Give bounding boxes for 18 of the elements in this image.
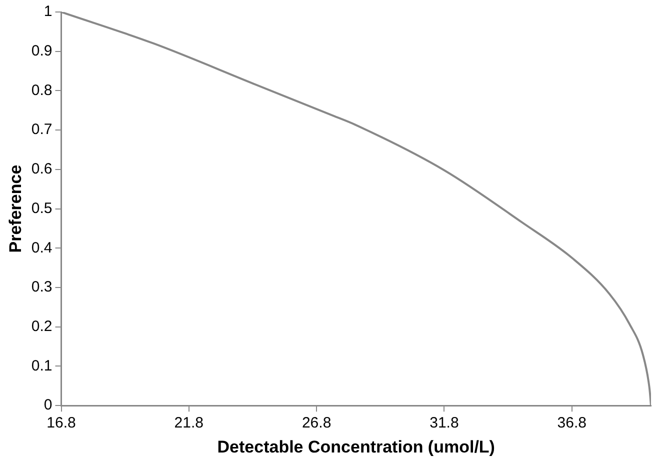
x-tick-label: 21.8 <box>174 414 204 432</box>
y-tick-label: 0.9 <box>31 42 52 60</box>
y-axis-title: Preference <box>6 164 25 253</box>
y-tick-label: 0.2 <box>31 318 52 336</box>
x-tick-label: 31.8 <box>430 414 459 432</box>
x-axis-title: Detectable Concentration (umol/L) <box>217 437 495 456</box>
y-tick-label: 0.6 <box>31 160 52 178</box>
y-tick-label: 0.7 <box>31 121 52 138</box>
y-tick-label: 0.1 <box>31 357 52 374</box>
x-tick-label: 36.8 <box>557 414 586 432</box>
y-tick-label: 0.4 <box>31 239 52 256</box>
y-tick-label: 1 <box>44 3 52 20</box>
y-tick-label: 0.5 <box>31 200 52 217</box>
y-tick-label: 0 <box>44 396 52 414</box>
x-tick-label: 26.8 <box>302 414 332 432</box>
x-tick-label: 16.8 <box>46 414 76 432</box>
y-tick-label: 0.3 <box>31 278 52 296</box>
y-tick-label: 0.8 <box>31 82 52 99</box>
